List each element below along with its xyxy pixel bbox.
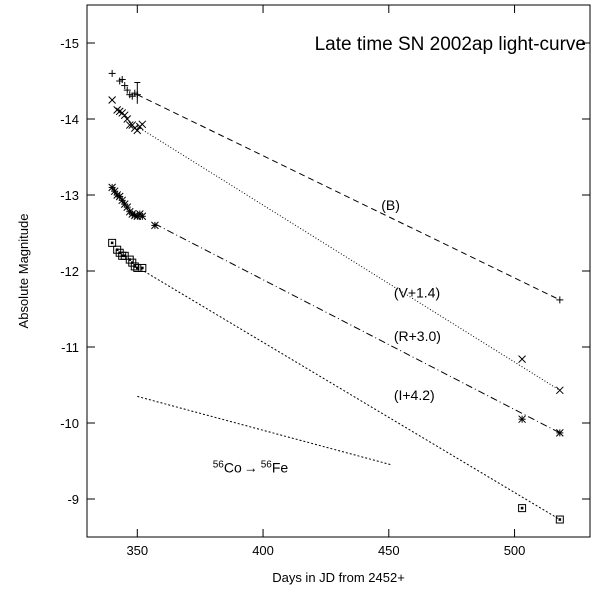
co-symbol: Co [224,459,242,475]
data-point [555,386,564,395]
data-point [123,115,132,123]
data-point [555,515,564,524]
y-tick-label: -14 [60,112,79,127]
chart-title: Late time SN 2002ap light-curve [315,34,586,55]
decay-arrow: → [244,459,258,475]
data-point [518,415,526,424]
x-axis-label: Days in JD from 2452+ [272,570,405,585]
series-label: (V+1.4) [394,285,440,301]
data-point [556,296,564,304]
data-point [125,121,134,129]
y-tick-label: -10 [60,416,79,431]
y-tick-label: -13 [60,188,79,203]
series-label: (R+3.0) [394,328,441,344]
data-point [108,238,117,247]
series-label: (B) [381,197,400,213]
y-tick-label: -9 [67,492,79,507]
data-point [118,75,126,83]
y-axis-label: Absolute Magnitude [16,214,31,329]
data-point [121,82,129,90]
co-fe-annotation: 56Co → 56Fe [213,459,289,475]
data-point [133,126,142,135]
fe-mass-number: 56 [261,459,273,470]
series-label: (I+4.2) [394,387,435,403]
fe-symbol: Fe [272,459,289,475]
data-point [108,96,117,104]
x-tick-label: 450 [378,543,400,558]
y-tick-label: -15 [60,36,79,51]
data-point [518,355,526,364]
data-point [138,120,147,129]
data-point [115,192,124,201]
x-tick-label: 350 [126,543,148,558]
data-point [108,69,116,77]
y-tick-label: -11 [61,340,79,355]
data-point [518,504,527,513]
data-point [120,111,129,120]
data-point [110,187,119,196]
data-point [555,429,564,437]
data-markers [108,69,564,524]
axis-ticks: 350 400 450 500 -9 -10 -11 -12 -13 -14 -15 [60,5,590,558]
data-point [123,86,131,94]
x-tick-label: 500 [504,543,526,558]
x-tick-label: 400 [252,543,274,558]
data-point [133,263,142,272]
data-point [151,221,159,230]
data-point [138,212,147,221]
fit-line [137,126,561,391]
y-tick-label: -12 [60,264,79,279]
fit-line [154,223,561,434]
fit-lines [137,94,561,520]
data-point [138,263,147,272]
series-labels: (B) (V+1.4) (R+3.0) (I+4.2) [381,197,441,403]
fit-line [137,94,561,301]
co-mass-number: 56 [213,459,225,470]
